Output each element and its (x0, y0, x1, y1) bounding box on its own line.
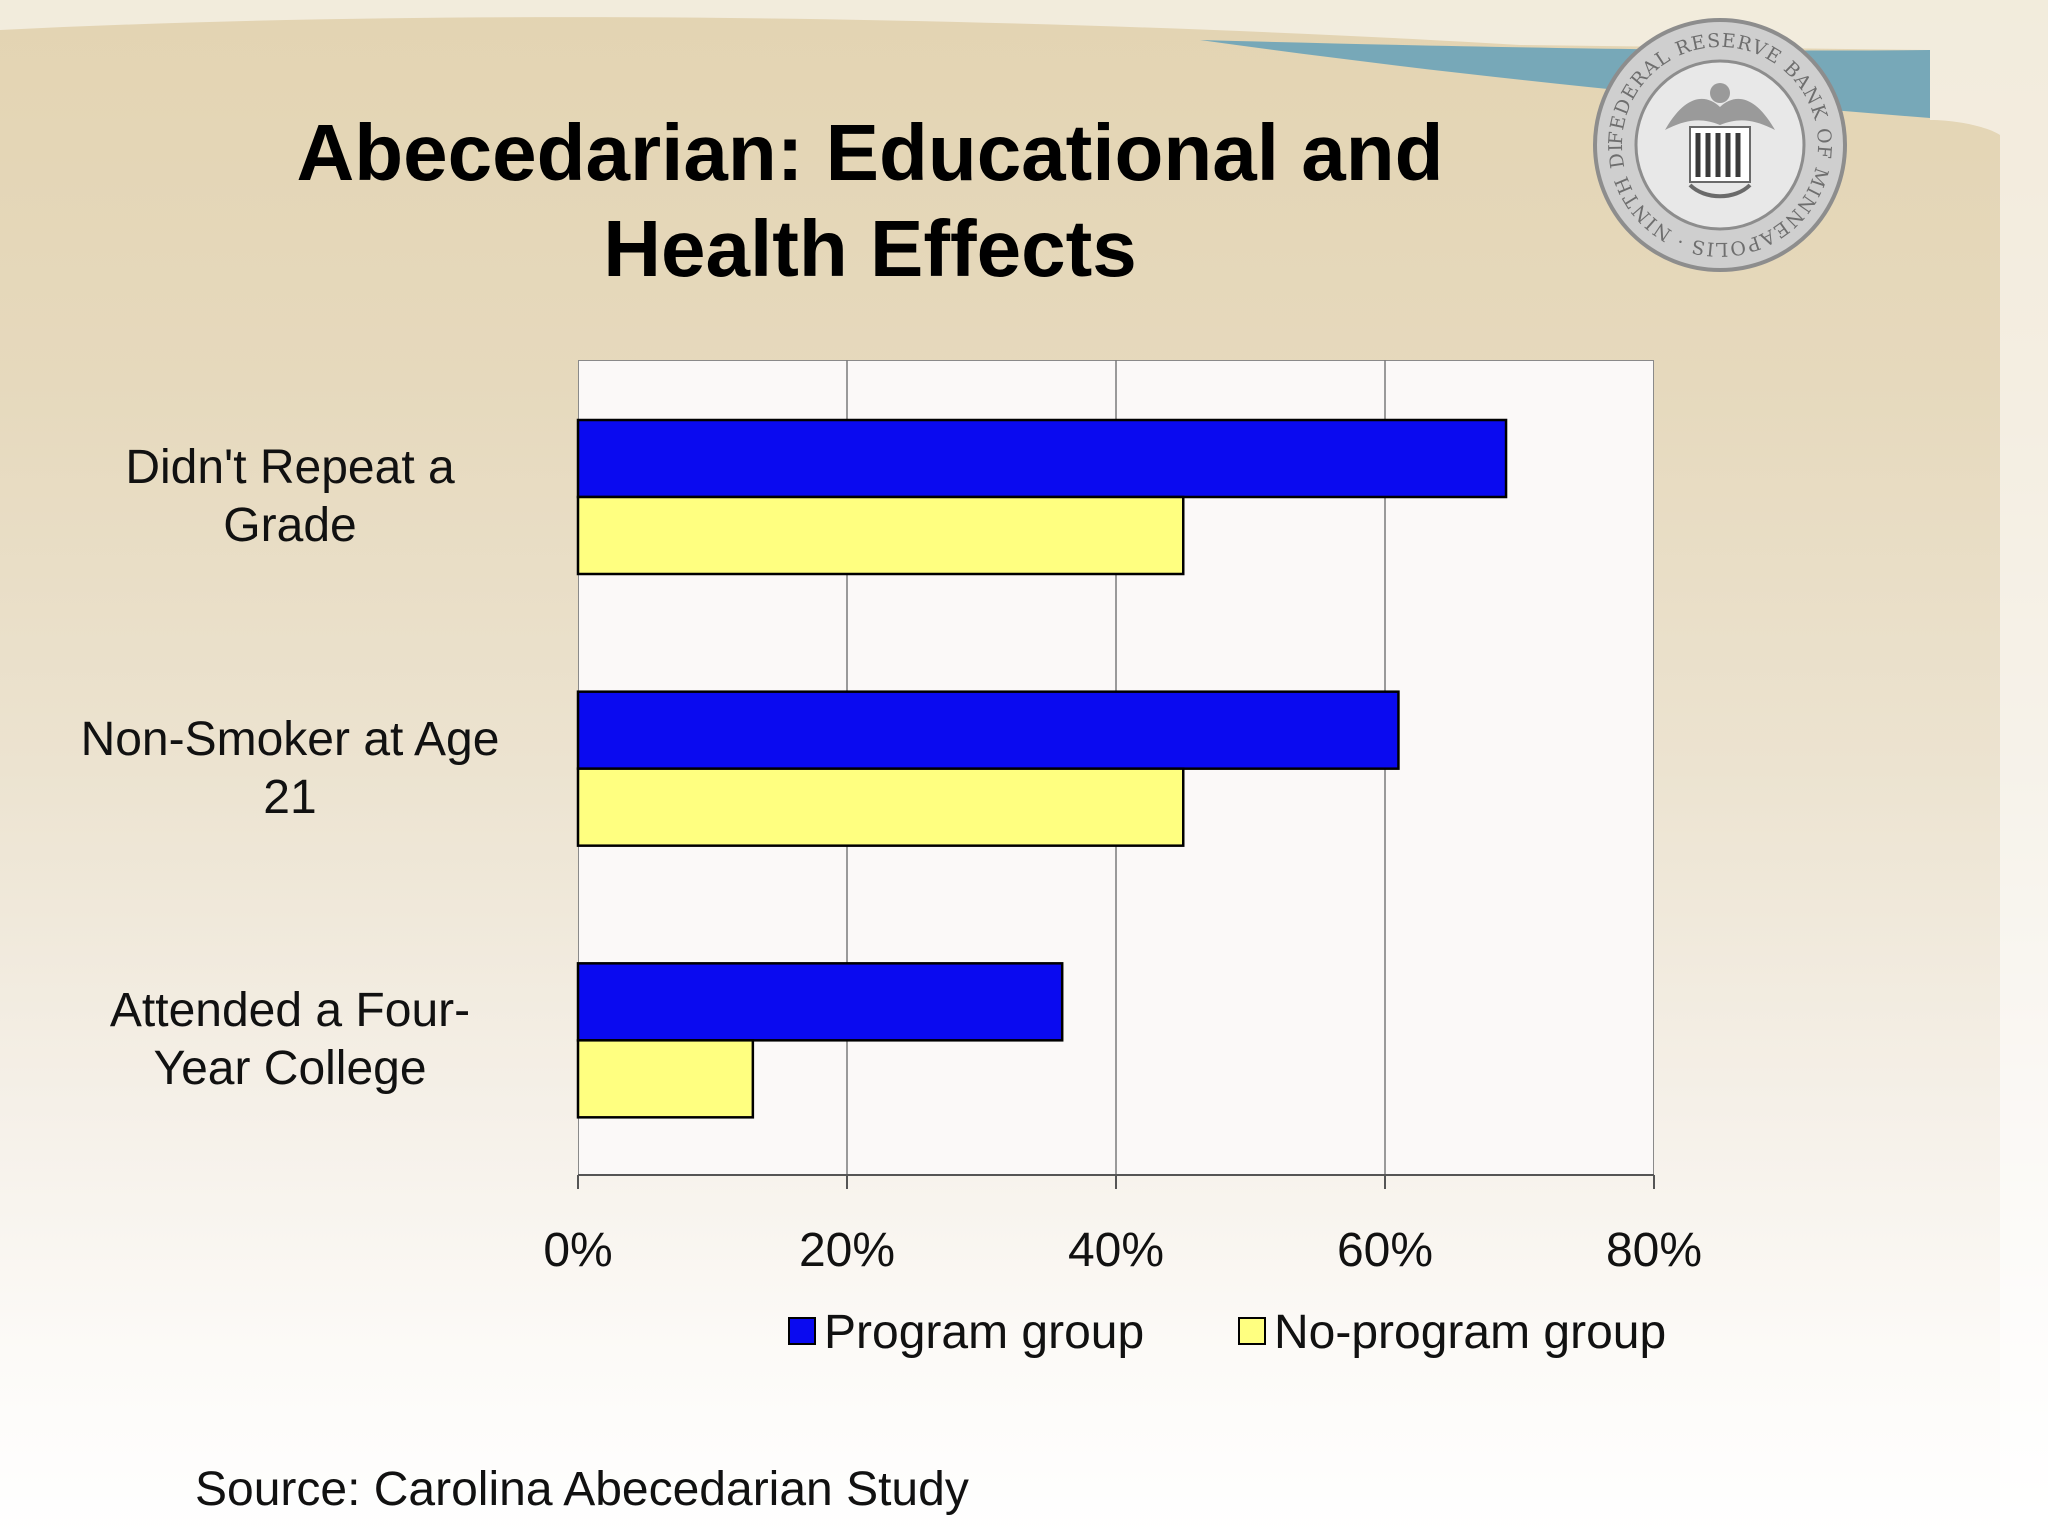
bar-no-program-0 (576, 495, 1185, 576)
bar-program-2 (576, 962, 1064, 1042)
category-label-2-line-0: Attended a Four- (109, 984, 471, 1038)
x-tick-label-40: 40% (1068, 1224, 1164, 1277)
category-label-1: Non-Smoker at Age 21 (30, 711, 550, 827)
legend-label-no-program: No-program group (1274, 1306, 1667, 1359)
category-label-2: Attended a Four- Year College (30, 982, 550, 1098)
legend-item-no-program: No-program group (1238, 1305, 1666, 1360)
x-tick-label-60: 60% (1337, 1224, 1433, 1277)
bar-program-0 (576, 418, 1508, 499)
legend-label-program: Program group (824, 1306, 1145, 1359)
legend-swatch-no-program (1238, 1317, 1266, 1346)
category-label-2-line-1: Year College (153, 1042, 427, 1096)
category-label-1-line-0: Non-Smoker at Age (80, 712, 500, 766)
category-label-0-line-0: Didn't Repeat a (125, 441, 455, 494)
source-note: Source: Carolina Abecedarian Study (195, 1463, 969, 1516)
title-line-2: Health Effects (603, 204, 1137, 293)
x-tick-label-80: 80% (1606, 1224, 1702, 1277)
federal-reserve-seal-icon: FEDERAL RESERVE BANK OF MINNEAPOLIS · NI… (1590, 15, 1847, 272)
x-tick-label-20: 20% (799, 1224, 895, 1277)
bar-program-1 (576, 690, 1400, 770)
category-label-1-line-1: 21 (263, 770, 317, 824)
bar-no-program-1 (576, 767, 1185, 847)
category-label-0: Didn't Repeat a Grade (30, 439, 550, 555)
x-tick-label-0: 0% (543, 1224, 612, 1277)
title-line-1: Abecedarian: Educational and (296, 108, 1444, 197)
slide-title: Abecedarian: Educational and Health Effe… (220, 105, 1520, 297)
legend-swatch-program (788, 1317, 816, 1346)
category-label-0-line-1: Grade (223, 499, 357, 552)
bar-no-program-2 (576, 1039, 755, 1119)
legend-item-program: Program group (788, 1305, 1144, 1360)
